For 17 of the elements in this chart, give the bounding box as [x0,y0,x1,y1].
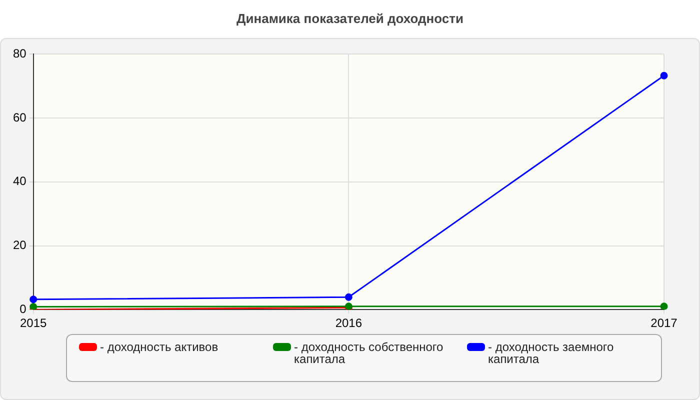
y-tick-label: 60 [12,110,27,124]
legend-label: - доходность собственного капитала [294,340,444,366]
x-tick-label: 2015 [20,316,48,330]
y-tick-label: 80 [12,46,27,61]
point [30,296,38,304]
chart-title: Динамика показателей доходности [235,10,465,28]
y-tick-label: 0 [20,302,27,316]
point [344,293,352,301]
legend-label: - доходность активов [100,340,218,354]
legend-label: - доходность заемного капитала [488,340,615,366]
y-tick-label: 20 [12,238,27,252]
point [660,72,668,80]
x-tick-label: 2016 [335,316,362,330]
point [660,302,668,310]
point [30,302,38,310]
y-tick-label: 40 [12,174,27,188]
x-tick-label: 2017 [650,316,678,330]
